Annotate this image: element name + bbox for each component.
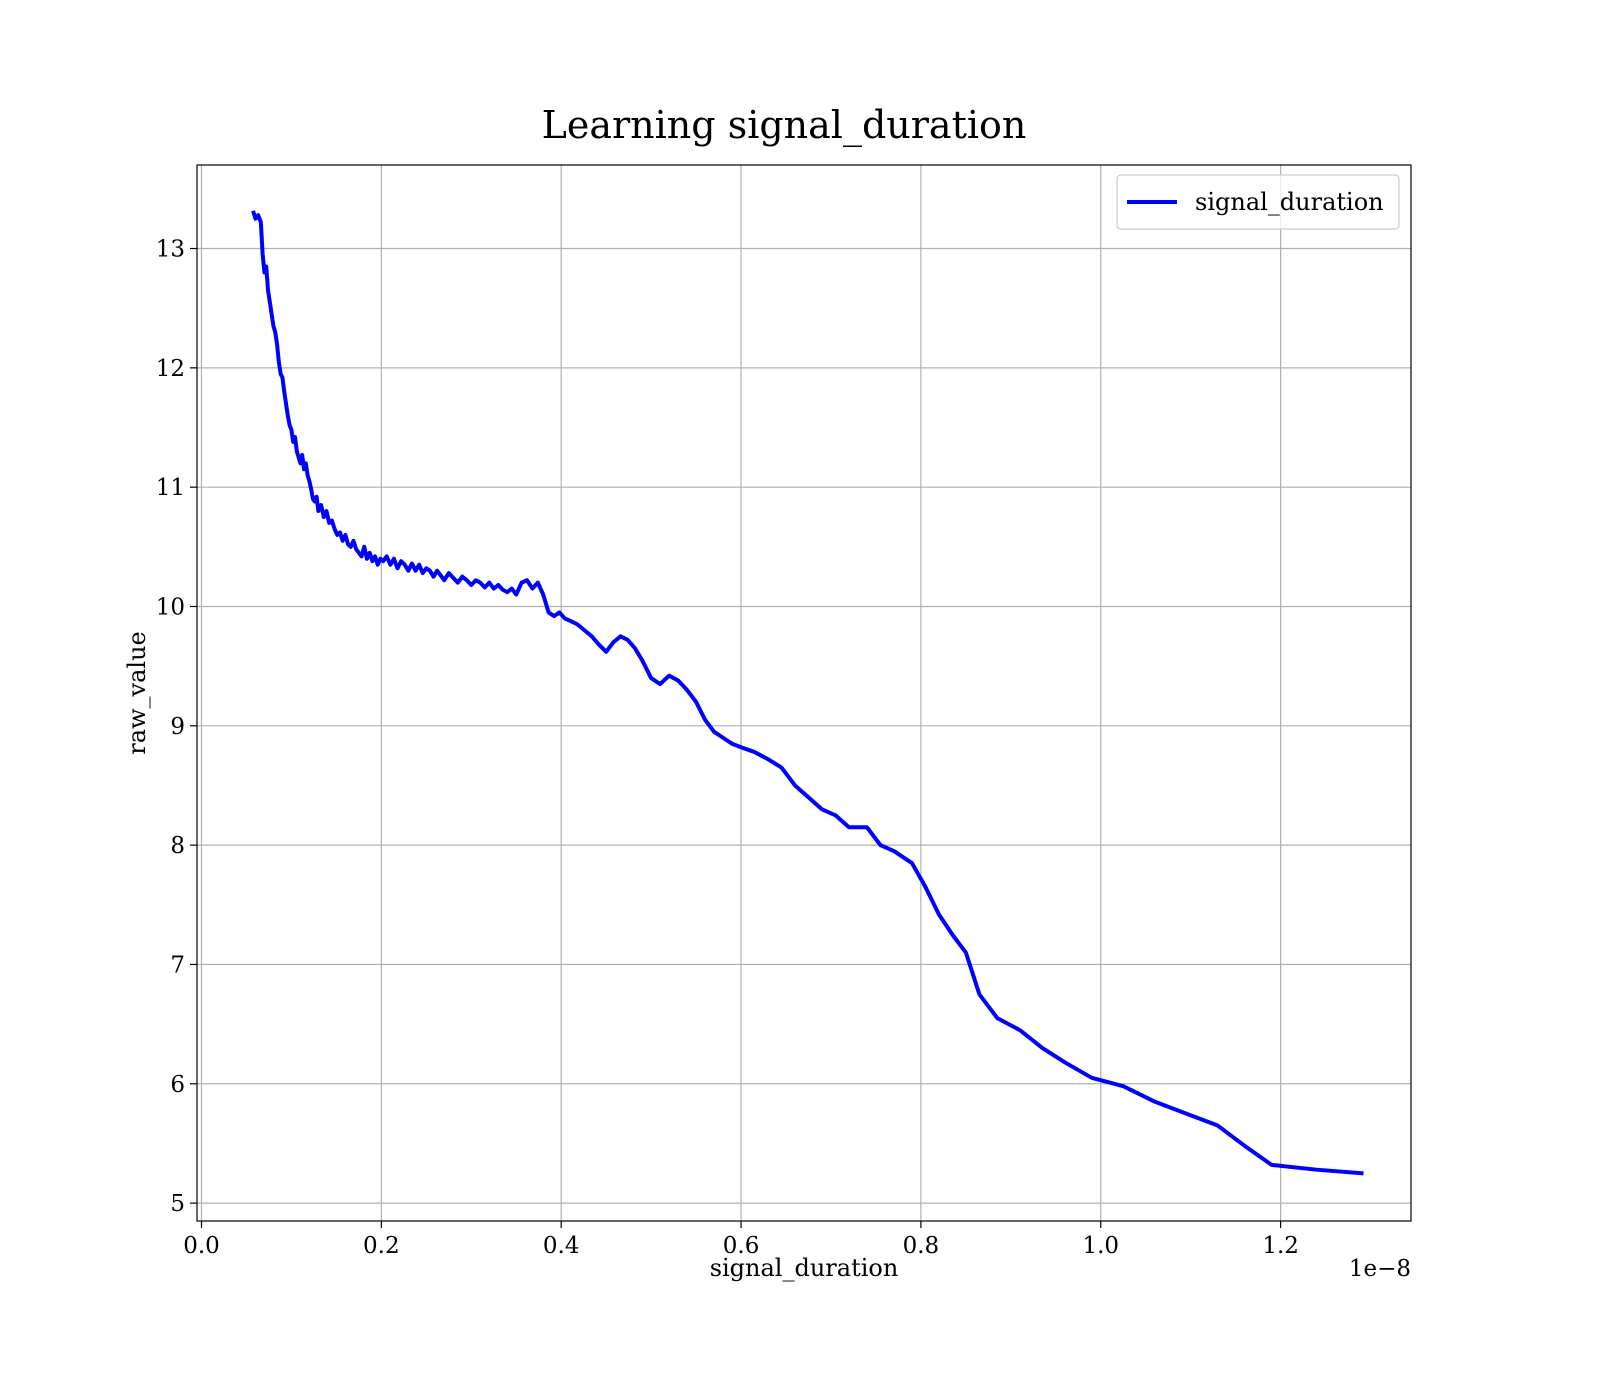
x-tick-label: 1.0 — [1082, 1233, 1119, 1259]
y-tick-label: 7 — [170, 952, 185, 978]
grid-lines — [197, 165, 1411, 1221]
x-tick-label: 0.0 — [183, 1233, 220, 1259]
y-tick-label: 10 — [156, 594, 185, 620]
y-tick-label: 6 — [170, 1072, 185, 1098]
y-axis-label: raw_value — [123, 631, 151, 755]
series-layer — [251, 210, 1364, 1176]
y-tick-label: 11 — [156, 475, 185, 501]
legend-entry-signal-duration: signal_duration — [1195, 188, 1384, 216]
y-tick-label: 8 — [170, 833, 185, 859]
x-axis-offset-label: 1e−8 — [1349, 1256, 1411, 1282]
y-tick-label: 12 — [156, 356, 185, 382]
y-tick-label: 5 — [170, 1191, 185, 1217]
x-tick-label: 0.8 — [903, 1233, 940, 1259]
plot-frame — [196, 164, 1412, 1222]
x-tick-label: 0.4 — [543, 1233, 580, 1259]
y-tick-label: 9 — [170, 714, 185, 740]
x-axis-label: signal_duration — [710, 1254, 899, 1282]
legend-box — [1116, 174, 1400, 230]
chart-title: Learning signal_duration — [542, 103, 1027, 148]
series-line-signal-duration — [251, 210, 1364, 1176]
x-tick-label: 1.2 — [1262, 1233, 1299, 1259]
x-tick-label: 0.6 — [723, 1233, 760, 1259]
legend: signal_duration — [1116, 174, 1400, 230]
x-tick-label: 0.2 — [363, 1233, 400, 1259]
y-tick-label: 13 — [156, 237, 185, 263]
axis-ticks: 0.0 0.2 0.4 0.6 0.8 1.0 1.2 5 6 7 8 9 10 11 12 13 — [156, 237, 1299, 1259]
